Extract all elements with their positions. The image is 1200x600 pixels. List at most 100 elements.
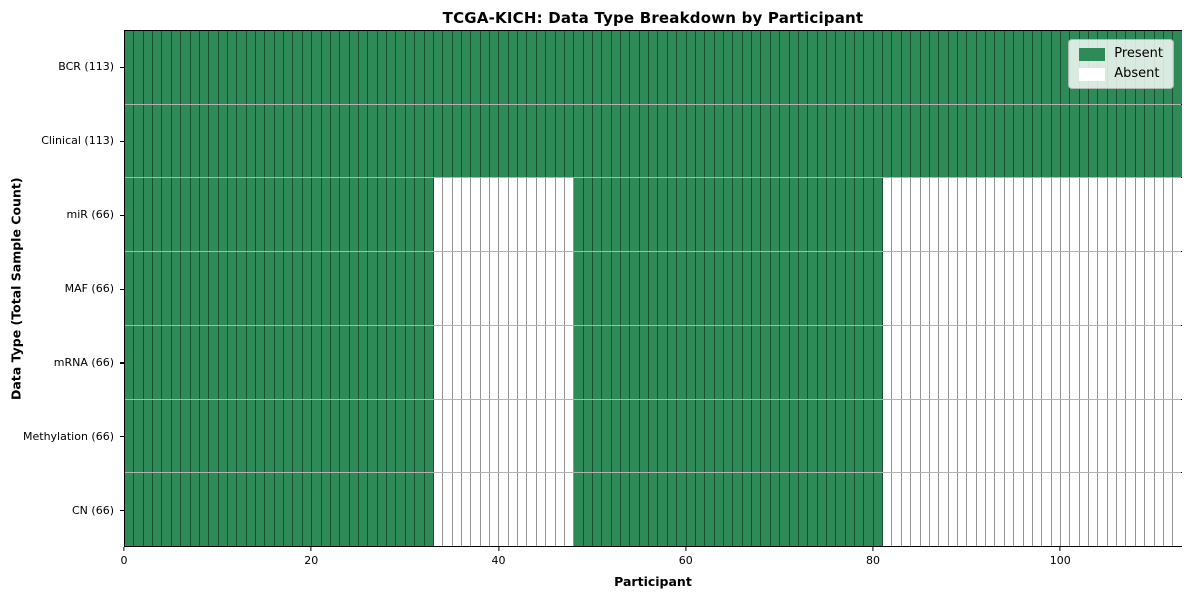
heatmap-cell xyxy=(667,104,678,178)
heatmap-cell xyxy=(1154,399,1164,473)
heatmap-cell xyxy=(583,473,593,547)
heatmap-cell xyxy=(1004,104,1015,178)
heatmap-cell xyxy=(705,252,715,325)
heatmap-cell xyxy=(752,325,762,399)
heatmap-cell xyxy=(845,252,856,325)
x-tick-label: 100 xyxy=(1049,554,1071,567)
heatmap-cell xyxy=(873,252,884,325)
heatmap-cell xyxy=(733,178,743,252)
heatmap-cell xyxy=(864,178,874,252)
x-tick-mark xyxy=(497,547,500,551)
heatmap-cell xyxy=(798,252,809,325)
heatmap-cell xyxy=(415,31,425,104)
heatmap-cell xyxy=(396,473,406,547)
heatmap-cell xyxy=(826,31,837,104)
heatmap-cell xyxy=(789,252,799,325)
heatmap-cell xyxy=(967,325,977,399)
heatmap-cell xyxy=(583,178,593,252)
heatmap-cell xyxy=(1023,178,1033,252)
heatmap-cell xyxy=(508,399,519,473)
heatmap-cell xyxy=(461,104,472,178)
heatmap-cell xyxy=(546,252,556,325)
heatmap-cell xyxy=(864,104,874,178)
heatmap-cell xyxy=(471,178,481,252)
heatmap-cell xyxy=(340,473,350,547)
heatmap-cell xyxy=(621,399,631,473)
heatmap-cell xyxy=(527,178,537,252)
heatmap-cell xyxy=(134,252,144,325)
heatmap-cell xyxy=(1163,104,1174,178)
heatmap-cell xyxy=(929,325,940,399)
heatmap-cell xyxy=(583,325,593,399)
heatmap-cell xyxy=(995,325,1005,399)
heatmap-cell xyxy=(1023,252,1033,325)
heatmap-cell xyxy=(302,473,313,547)
heatmap-cell xyxy=(855,252,865,325)
heatmap-cell xyxy=(162,104,172,178)
heatmap-cell xyxy=(1154,473,1164,547)
heatmap-cell xyxy=(227,178,238,252)
heatmap-cell xyxy=(387,252,397,325)
heatmap-cell xyxy=(724,252,734,325)
heatmap-cell xyxy=(1042,31,1052,104)
heatmap-cell xyxy=(246,252,257,325)
heatmap-cell xyxy=(518,252,528,325)
heatmap-cell xyxy=(714,325,724,399)
heatmap-cell xyxy=(639,178,650,252)
heatmap-cell xyxy=(1032,104,1043,178)
heatmap-cell xyxy=(574,252,584,325)
heatmap-cell xyxy=(396,104,406,178)
heatmap-cell xyxy=(302,178,313,252)
heatmap-cell xyxy=(948,178,958,252)
heatmap-cell xyxy=(583,252,593,325)
heatmap-cell xyxy=(1107,399,1118,473)
y-tick-labels: BCR (113) Clinical (113) miR (66) MAF (66) m… xyxy=(0,30,124,547)
heatmap-cell xyxy=(733,473,743,547)
heatmap-cell xyxy=(658,325,668,399)
heatmap-cell xyxy=(1154,252,1164,325)
heatmap-cell xyxy=(471,473,481,547)
heatmap-cell xyxy=(433,104,444,178)
heatmap-cell xyxy=(724,399,734,473)
heatmap-cell xyxy=(321,325,331,399)
heatmap-cell xyxy=(396,252,406,325)
heatmap-cell xyxy=(761,104,771,178)
heatmap-cell xyxy=(864,325,874,399)
heatmap-cell xyxy=(630,104,640,178)
heatmap-cell xyxy=(817,31,827,104)
heatmap-cell xyxy=(798,473,809,547)
heatmap-cell xyxy=(1014,178,1024,252)
heatmap-cell xyxy=(948,325,958,399)
heatmap-cell xyxy=(330,473,341,547)
heatmap-cell xyxy=(433,31,444,104)
heatmap-cell xyxy=(677,104,687,178)
heatmap-cell xyxy=(536,399,547,473)
heatmap-cell xyxy=(1173,473,1182,547)
heatmap-cell xyxy=(789,399,799,473)
heatmap-cell xyxy=(1023,399,1033,473)
heatmap-cell xyxy=(555,473,565,547)
heatmap-cell xyxy=(1145,473,1155,547)
heatmap-cell xyxy=(826,252,837,325)
heatmap-cell xyxy=(199,252,210,325)
heatmap-cell xyxy=(452,178,462,252)
heatmap-cell xyxy=(939,473,949,547)
heatmap-cell xyxy=(1145,325,1155,399)
heatmap-cell xyxy=(284,31,294,104)
heatmap-cell xyxy=(125,178,135,252)
legend-label-absent: Absent xyxy=(1114,66,1160,81)
heatmap-cell xyxy=(480,178,491,252)
heatmap-cell xyxy=(1014,473,1024,547)
heatmap-cell xyxy=(667,473,678,547)
heatmap-cell xyxy=(621,252,631,325)
heatmap-cell xyxy=(808,178,818,252)
heatmap-cell xyxy=(433,473,444,547)
heatmap-cell xyxy=(752,399,762,473)
heatmap-cell xyxy=(1032,178,1043,252)
heatmap-cell xyxy=(574,325,584,399)
heatmap-cell xyxy=(686,399,696,473)
heatmap-cell xyxy=(480,473,491,547)
heatmap-cell xyxy=(855,104,865,178)
heatmap-cell xyxy=(1107,252,1118,325)
heatmap-cell xyxy=(714,399,724,473)
